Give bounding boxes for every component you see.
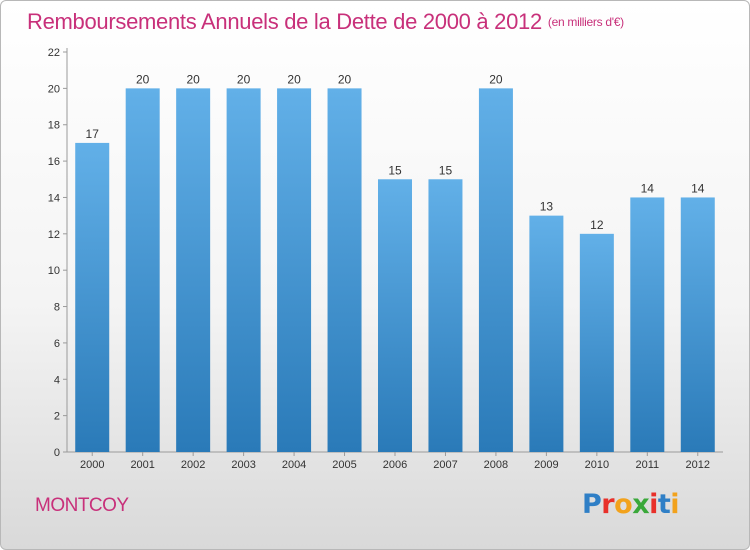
bar-2007 bbox=[428, 179, 463, 453]
bar-2000 bbox=[75, 142, 110, 452]
y-tick-label: 16 bbox=[48, 156, 60, 168]
bar-2002 bbox=[176, 88, 211, 452]
data-label: 20 bbox=[237, 72, 251, 86]
x-tick-label: 2003 bbox=[231, 459, 255, 471]
chart-unit: (en milliers d'€) bbox=[547, 15, 624, 29]
bar-2011 bbox=[630, 197, 665, 452]
y-tick-label: 12 bbox=[48, 229, 60, 241]
data-label: 17 bbox=[86, 127, 100, 141]
x-tick-label: 2004 bbox=[282, 459, 306, 471]
y-tick-label: 20 bbox=[48, 83, 60, 95]
data-label: 14 bbox=[641, 181, 655, 195]
data-label: 20 bbox=[136, 72, 150, 86]
data-label: 20 bbox=[287, 72, 301, 86]
logo-letter: P bbox=[582, 489, 602, 520]
bar-2010 bbox=[579, 233, 614, 452]
data-label: 15 bbox=[439, 163, 453, 177]
bar-2006 bbox=[378, 179, 412, 453]
logo-letter: x bbox=[632, 489, 650, 520]
y-tick-label: 18 bbox=[48, 120, 60, 132]
logo-letter: o bbox=[614, 489, 633, 520]
chart-title: Remboursements Annuels de la Dette de 20… bbox=[27, 9, 624, 35]
x-tick-label: 2007 bbox=[433, 459, 457, 471]
commune-name: MONTCOY bbox=[35, 495, 129, 516]
bar-2003 bbox=[226, 88, 261, 452]
bar-2004 bbox=[277, 88, 312, 452]
data-label: 20 bbox=[186, 72, 200, 86]
y-tick-label: 6 bbox=[54, 338, 60, 350]
y-tick-label: 8 bbox=[54, 302, 60, 314]
x-tick-label: 2006 bbox=[383, 459, 407, 471]
x-tick-label: 2001 bbox=[130, 459, 154, 471]
logo-letter: i bbox=[670, 489, 680, 520]
bar-2001 bbox=[125, 88, 160, 452]
logo-letter: r bbox=[601, 489, 615, 520]
x-tick-label: 2008 bbox=[484, 459, 508, 471]
bars bbox=[75, 88, 715, 453]
data-label: 14 bbox=[691, 181, 705, 195]
x-tick-label: 2010 bbox=[585, 459, 609, 471]
data-label: 15 bbox=[388, 163, 402, 177]
y-tick-label: 14 bbox=[48, 192, 60, 204]
logo-letter: i bbox=[649, 489, 658, 520]
data-label: 13 bbox=[540, 200, 554, 214]
labels: 0 2 4 6 8 10 12 14 16 18 20 22 2000 17 2001 20 2002 20 200… bbox=[48, 47, 710, 471]
bar-2005 bbox=[327, 88, 362, 452]
y-tick-label: 2 bbox=[54, 411, 60, 423]
y-tick-label: 4 bbox=[54, 374, 60, 386]
bar-2012 bbox=[680, 197, 715, 452]
bar-2008 bbox=[478, 88, 513, 452]
x-tick-label: 2012 bbox=[686, 459, 710, 471]
data-label: 20 bbox=[338, 72, 352, 86]
x-tick-label: 2011 bbox=[635, 459, 659, 471]
x-tick-label: 2000 bbox=[80, 459, 104, 471]
data-label: 12 bbox=[590, 218, 604, 232]
y-tick-label: 0 bbox=[54, 447, 60, 459]
logo-letter: t bbox=[657, 489, 671, 520]
y-tick-label: 22 bbox=[48, 47, 60, 59]
x-tick-label: 2002 bbox=[181, 459, 205, 471]
data-label: 20 bbox=[489, 72, 503, 86]
proxiti-logo: Proxiti bbox=[582, 489, 680, 520]
bar-2009 bbox=[529, 215, 564, 452]
x-tick-label: 2005 bbox=[332, 459, 356, 471]
chart-title-text: Remboursements Annuels de la Dette de 20… bbox=[27, 9, 542, 34]
x-tick-label: 2009 bbox=[534, 459, 558, 471]
y-tick-label: 10 bbox=[48, 265, 60, 277]
